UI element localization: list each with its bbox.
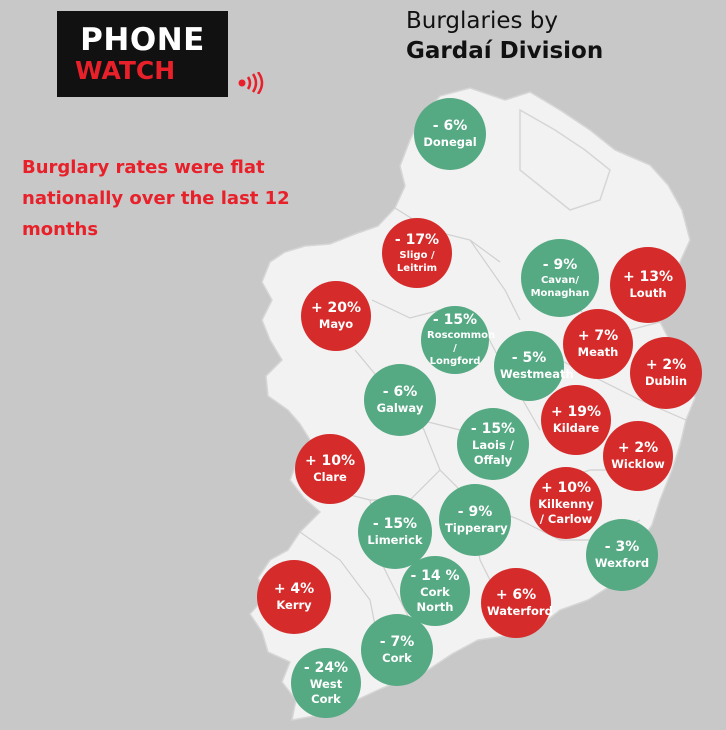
division-bubble-roscommon-longford: - 15% Roscommon / Longford [421, 306, 496, 374]
division-change: - 5% [511, 350, 547, 366]
division-change: - 15% [432, 312, 478, 328]
division-change: + 10% [304, 453, 356, 469]
division-change: + 2% [645, 357, 687, 373]
division-change: - 6% [432, 118, 468, 134]
division-bubble-wexford: - 3% Wexford [586, 519, 658, 591]
title-line2: Gardaí Division [406, 38, 604, 64]
division-change: + 10% [540, 479, 592, 496]
division-name: Wicklow [611, 457, 665, 471]
division-bubble-donegal: - 6% Donegal [414, 98, 486, 170]
division-bubble-galway: - 6% Galway [364, 364, 436, 436]
division-name: Limerick [367, 533, 423, 547]
division-name: Galway [376, 401, 424, 415]
logo-line1: PHONE [80, 22, 205, 58]
division-name: Clare [313, 470, 347, 484]
map-title: Burglaries by Gardaí Division [406, 6, 603, 66]
division-name: Cork [382, 651, 412, 665]
division-name: Kerry [276, 598, 312, 612]
division-bubble-kerry: + 4% Kerry [257, 560, 331, 634]
division-change: - 14 % [410, 567, 460, 584]
division-name: Sligo / Leitrim [396, 249, 438, 274]
division-name: Westmeath [500, 367, 574, 381]
division-name: West Cork [309, 676, 343, 706]
division-bubble-cork-north: - 14 % Cork North [400, 556, 470, 626]
division-change: - 17% [394, 231, 440, 248]
logo-line2: WATCH [75, 56, 176, 85]
division-bubble-cavan-monaghan: - 9% Cavan/ Monaghan [521, 239, 599, 317]
division-bubble-mayo: + 20% Mayo [301, 281, 371, 351]
division-change: + 4% [273, 581, 315, 597]
division-bubble-wicklow: + 2% Wicklow [603, 421, 673, 491]
division-change: - 7% [379, 634, 415, 650]
division-bubble-tipperary: - 9% Tipperary [439, 484, 511, 556]
division-change: + 2% [617, 440, 659, 456]
division-bubble-cork: - 7% Cork [361, 614, 433, 686]
division-bubble-laois-offaly: - 15% Laois / Offaly [457, 408, 529, 480]
division-change: + 20% [310, 300, 362, 316]
division-name: Wexford [594, 556, 650, 570]
division-change: + 7% [577, 328, 619, 344]
division-name: Waterford [487, 604, 553, 618]
division-bubble-kildare: + 19% Kildare [541, 385, 611, 455]
phonewatch-logo: PHONE WATCH [57, 11, 264, 97]
division-name: Kildare [552, 421, 600, 435]
division-name: Donegal [423, 135, 477, 149]
division-change: + 13% [622, 269, 674, 285]
division-bubble-sligo-leitrim: - 17% Sligo / Leitrim [382, 218, 452, 288]
division-bubble-clare: + 10% Clare [295, 434, 365, 504]
division-name: Tipperary [445, 521, 508, 535]
division-change: + 6% [495, 587, 537, 603]
division-name: Roscommon / Longford [427, 330, 496, 367]
division-bubble-westmeath: - 5% Westmeath [494, 331, 574, 401]
division-name: Louth [629, 286, 667, 300]
division-change: + 19% [550, 404, 602, 420]
division-bubble-meath: + 7% Meath [563, 309, 633, 379]
division-bubble-limerick: - 15% Limerick [358, 495, 432, 569]
headline: Burglary rates were flat nationally over… [22, 157, 290, 240]
division-change: - 9% [542, 256, 578, 273]
landmass [249, 87, 696, 721]
division-change: - 9% [457, 504, 493, 520]
division-name: Cork North [416, 584, 454, 614]
division-bubble-west-cork: - 24% West Cork [291, 648, 361, 718]
division-bubble-dublin: + 2% Dublin [630, 337, 702, 409]
division-change: - 15% [372, 516, 418, 532]
signal-icon [238, 72, 264, 94]
division-change: - 15% [470, 420, 516, 437]
division-change: - 24% [303, 659, 349, 676]
division-name: Mayo [318, 317, 354, 331]
division-name: Cavan/ Monaghan [530, 274, 590, 299]
division-change: - 3% [604, 539, 640, 555]
division-bubble-louth: + 13% Louth [610, 247, 686, 323]
title-line1: Burglaries by [406, 8, 558, 34]
division-name: Meath [577, 345, 619, 359]
division-name: Laois / Offaly [472, 437, 514, 467]
division-bubble-waterford: + 6% Waterford [481, 568, 553, 638]
division-bubble-kilkenny-carlow: + 10% Kilkenny / Carlow [530, 467, 602, 539]
division-name: Dublin [644, 374, 688, 388]
division-name: Kilkenny / Carlow [538, 496, 594, 526]
division-change: - 6% [382, 384, 418, 400]
